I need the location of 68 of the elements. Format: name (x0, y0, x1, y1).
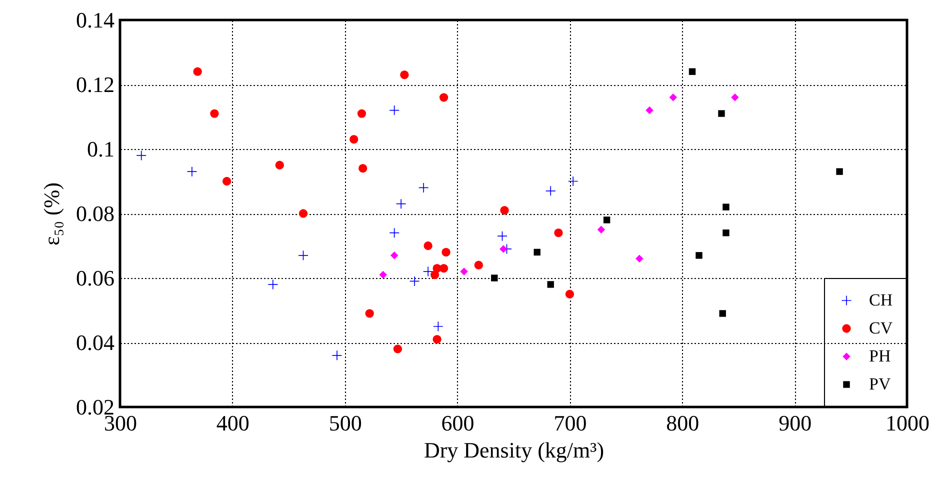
point (423, 266, 433, 276)
point (718, 110, 725, 117)
point (393, 344, 402, 354)
x-tick-label: 1000 (886, 410, 930, 436)
point (222, 176, 232, 186)
y-axis-title: ε₅₀ (%) (39, 182, 64, 246)
y-tick-label: 0.12 (76, 72, 114, 97)
point (491, 274, 498, 282)
point (836, 168, 843, 175)
point (432, 334, 442, 344)
y-tick-label: 0.1 (87, 136, 114, 162)
point (500, 245, 508, 253)
point (722, 204, 730, 210)
point (187, 166, 197, 176)
point (546, 186, 556, 196)
point (396, 199, 406, 209)
x-tick-label: 400 (216, 410, 250, 436)
x-tick-label: 800 (666, 410, 700, 436)
x-axis-title: Dry Density (kg/m³) (424, 438, 604, 462)
point (439, 93, 448, 102)
legend-label: CH (869, 290, 893, 310)
point (298, 209, 308, 218)
point (358, 164, 368, 173)
legend-label: PV (869, 374, 892, 394)
point (534, 248, 540, 256)
y-tick-label: 0.06 (76, 266, 114, 290)
legend-label: CV (869, 318, 894, 338)
point (554, 228, 563, 238)
x-tick-label: 500 (328, 410, 362, 436)
y-tick-label: 0.04 (76, 330, 114, 355)
point (719, 310, 726, 317)
point (565, 290, 574, 298)
point (603, 216, 610, 224)
point (688, 68, 696, 75)
y-tick-label: 0.08 (76, 201, 114, 226)
point (210, 109, 219, 118)
point (474, 260, 483, 270)
point (669, 94, 678, 102)
point (500, 206, 509, 215)
point (430, 270, 440, 280)
point (636, 254, 644, 263)
point (193, 67, 202, 76)
point (597, 226, 606, 234)
x-tick-label: 600 (441, 410, 474, 436)
point (731, 94, 739, 102)
point (268, 280, 278, 290)
x-tick-label: 700 (554, 410, 587, 436)
point (390, 252, 398, 260)
point (136, 150, 146, 160)
legend-label: PH (869, 346, 891, 366)
point (400, 70, 409, 80)
point (275, 160, 284, 170)
point (442, 248, 450, 257)
point (350, 135, 358, 144)
x-tick-label: 900 (778, 410, 812, 436)
point (433, 322, 443, 332)
point (722, 229, 730, 236)
y-tick-label: 0.14 (76, 8, 114, 32)
point (547, 281, 554, 288)
point (646, 106, 654, 114)
point (460, 268, 468, 276)
point (390, 228, 400, 238)
point (365, 309, 374, 318)
point (357, 109, 366, 118)
point (379, 270, 387, 279)
point (332, 350, 342, 360)
point (696, 252, 702, 259)
point (424, 241, 432, 250)
